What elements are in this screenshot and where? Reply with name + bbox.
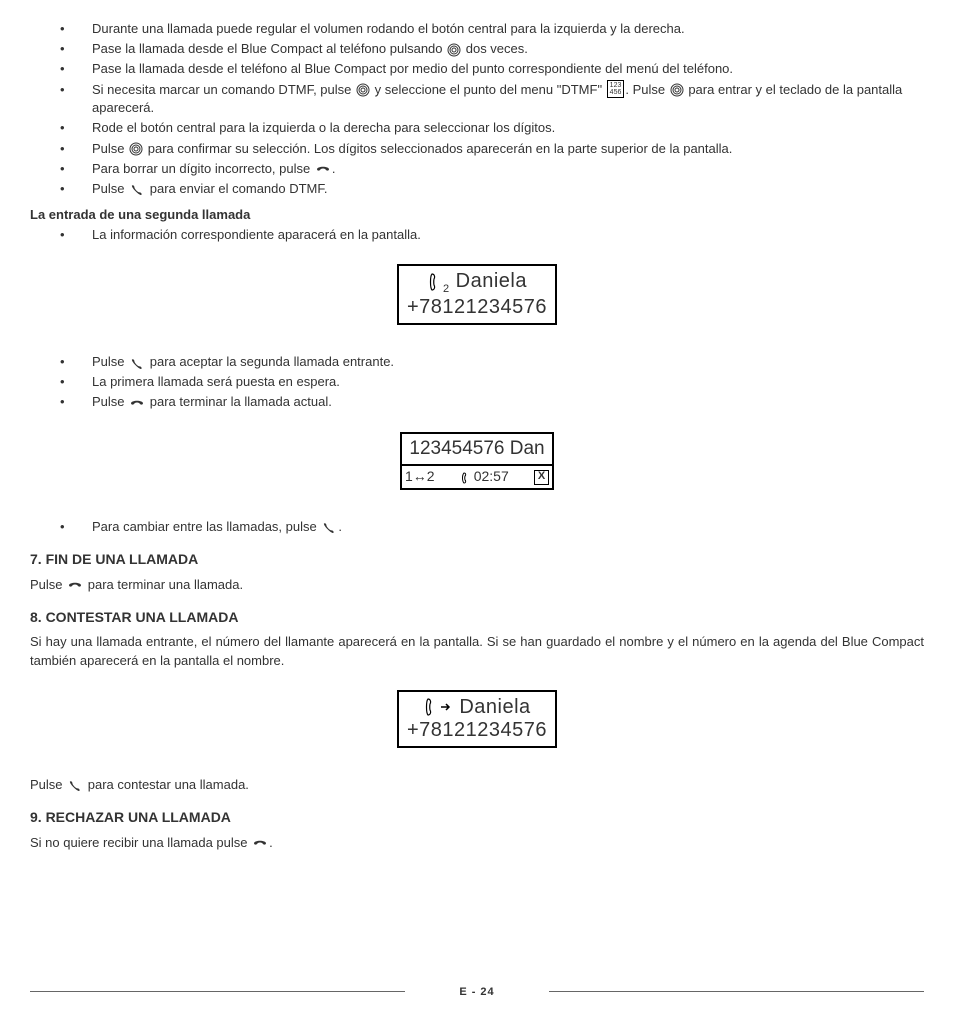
after-display3-text: Pulse para contestar una llamada.: [30, 776, 924, 794]
bullet-item: Durante una llamada puede regular el vol…: [60, 20, 924, 38]
display1-name: Daniela: [456, 270, 527, 292]
bullet-item: Pulse para aceptar la segunda llamada en…: [60, 353, 924, 371]
center-button-icon: [356, 83, 370, 97]
answer-call-icon: [321, 521, 337, 533]
center-button-icon: [129, 142, 143, 156]
bullet-item: Pase la llamada desde el teléfono al Blu…: [60, 60, 924, 78]
bullet-item: Para borrar un dígito incorrecto, pulse …: [60, 160, 924, 178]
end-call-icon: [129, 397, 145, 409]
display3-number: +78121234576: [407, 719, 547, 742]
bullet-list-4: Para cambiar entre las llamadas, pulse .: [30, 518, 924, 536]
arrow-right-icon: [440, 701, 452, 713]
bullet-item: Si necesita marcar un comando DTMF, puls…: [60, 81, 924, 118]
page-number: E - 24: [449, 985, 504, 1000]
lcd-display-1: 2 Daniela +78121234576: [30, 264, 924, 325]
bullet-list-2: La información correspondiente aparacerá…: [30, 226, 924, 244]
section-9-heading: 9. RECHAZAR UNA LLAMADA: [30, 808, 924, 828]
end-call-icon: [252, 837, 268, 849]
section-7-heading: 7. FIN DE UNA LLAMADA: [30, 550, 924, 570]
second-call-heading: La entrada de una segunda llamada: [30, 206, 924, 224]
bullet-item: Pase la llamada desde el Blue Compact al…: [60, 40, 924, 58]
bullet-item: Para cambiar entre las llamadas, pulse .: [60, 518, 924, 536]
display2-time: 02:57: [460, 467, 509, 487]
section-7-text: Pulse para terminar una llamada.: [30, 576, 924, 594]
lcd-display-2: 123454576 Dan 1↔2 02:57 X: [30, 432, 924, 490]
end-call-icon: [315, 163, 331, 175]
display2-top: 123454576 Dan: [402, 434, 552, 465]
answer-call-icon: [67, 779, 83, 791]
page-footer: E - 24: [30, 982, 924, 1000]
section-9-text: Si no quiere recibir una llamada pulse .: [30, 834, 924, 852]
bullet-list-1: Durante una llamada puede regular el vol…: [30, 20, 924, 198]
section-8-heading: 8. CONTESTAR UNA LLAMADA: [30, 608, 924, 628]
handset-icon: [428, 273, 442, 291]
answer-call-icon: [129, 183, 145, 195]
center-button-icon: [670, 83, 684, 97]
bullet-item: Pulse para terminar la llamada actual.: [60, 393, 924, 411]
bullet-item: La primera llamada será puesta en espera…: [60, 373, 924, 391]
bullet-item: Rode el botón central para la izquierda …: [60, 119, 924, 137]
end-call-icon: [67, 579, 83, 591]
display1-sub: 2: [443, 283, 450, 295]
handset-icon: [424, 698, 438, 716]
bullet-item: La información correspondiente aparacerá…: [60, 226, 924, 244]
center-button-icon: [447, 43, 461, 57]
bullet-item: Pulse para confirmar su selección. Los d…: [60, 140, 924, 158]
section-8-text: Si hay una llamada entrante, el número d…: [30, 633, 924, 669]
dtmf-icon: 123456: [607, 80, 625, 98]
answer-call-icon: [129, 357, 145, 369]
display3-name: Daniela: [459, 696, 530, 718]
display2-swap: 1↔2: [405, 467, 435, 487]
x-box-icon: X: [534, 470, 549, 485]
lcd-display-3: Daniela +78121234576: [30, 690, 924, 748]
bullet-list-3: Pulse para aceptar la segunda llamada en…: [30, 353, 924, 412]
display1-number: +78121234576: [407, 296, 547, 319]
bullet-item: Pulse para enviar el comando DTMF.: [60, 180, 924, 198]
